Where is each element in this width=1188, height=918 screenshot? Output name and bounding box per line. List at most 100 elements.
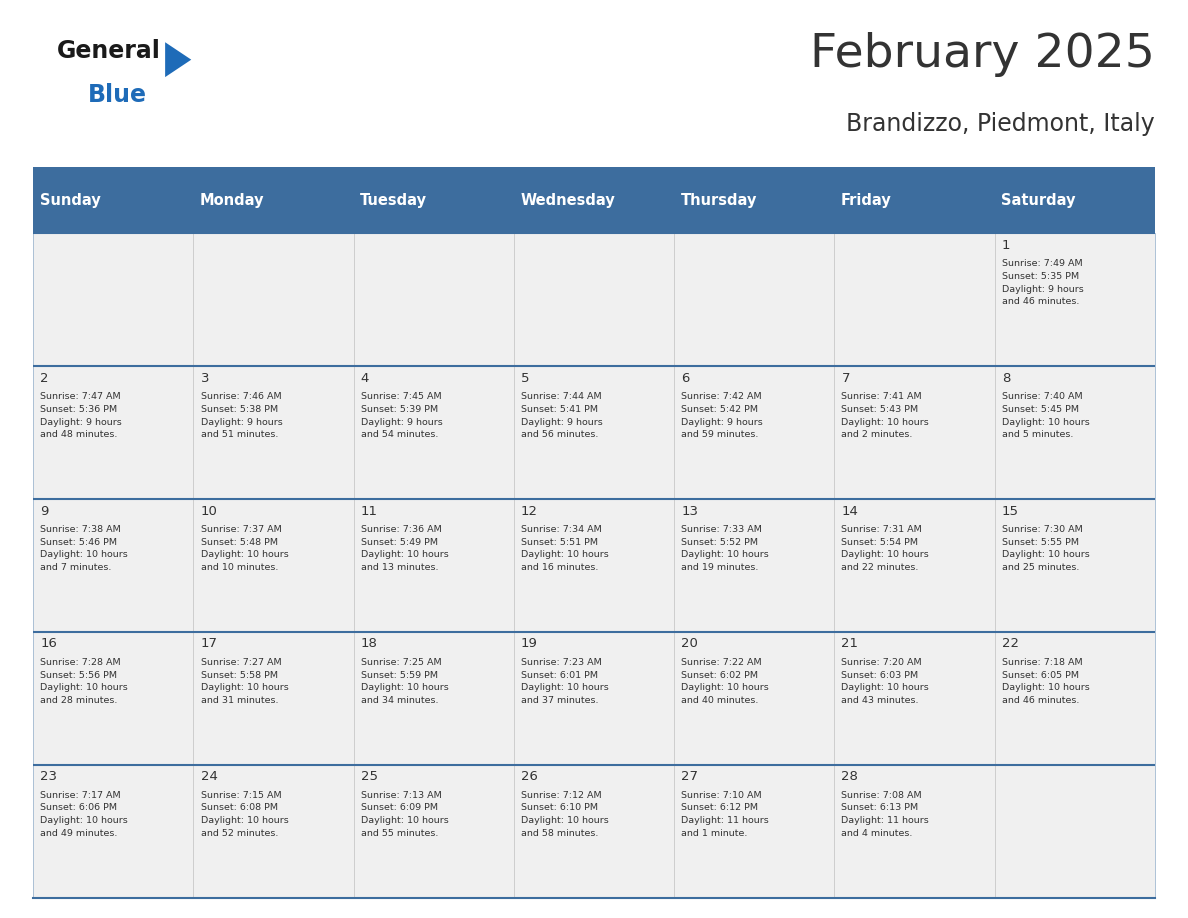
Text: 12: 12 (522, 505, 538, 518)
Bar (674, 233, 834, 366)
Text: 24: 24 (201, 770, 217, 783)
Text: General: General (57, 39, 160, 62)
Text: Sunrise: 7:37 AM
Sunset: 5:48 PM
Daylight: 10 hours
and 10 minutes.: Sunrise: 7:37 AM Sunset: 5:48 PM Dayligh… (201, 525, 289, 572)
Bar (834, 499, 994, 632)
Text: 13: 13 (681, 505, 699, 518)
Text: 4: 4 (361, 372, 369, 385)
Bar (834, 233, 994, 366)
Text: Sunrise: 7:15 AM
Sunset: 6:08 PM
Daylight: 10 hours
and 52 minutes.: Sunrise: 7:15 AM Sunset: 6:08 PM Dayligh… (201, 790, 289, 838)
Text: Blue: Blue (88, 83, 147, 106)
Text: 16: 16 (40, 637, 57, 651)
Text: 9: 9 (40, 505, 49, 518)
Bar (354, 632, 514, 765)
Text: Sunrise: 7:41 AM
Sunset: 5:43 PM
Daylight: 10 hours
and 2 minutes.: Sunrise: 7:41 AM Sunset: 5:43 PM Dayligh… (841, 392, 929, 440)
Bar (354, 366, 514, 499)
Bar (33, 167, 1155, 233)
Text: Sunrise: 7:34 AM
Sunset: 5:51 PM
Daylight: 10 hours
and 16 minutes.: Sunrise: 7:34 AM Sunset: 5:51 PM Dayligh… (522, 525, 608, 572)
Text: 27: 27 (681, 770, 699, 783)
Text: 3: 3 (201, 372, 209, 385)
Text: Sunrise: 7:12 AM
Sunset: 6:10 PM
Daylight: 10 hours
and 58 minutes.: Sunrise: 7:12 AM Sunset: 6:10 PM Dayligh… (522, 790, 608, 838)
Bar (834, 632, 994, 765)
Text: Sunrise: 7:36 AM
Sunset: 5:49 PM
Daylight: 10 hours
and 13 minutes.: Sunrise: 7:36 AM Sunset: 5:49 PM Dayligh… (361, 525, 449, 572)
Text: Monday: Monday (200, 193, 265, 207)
Text: 6: 6 (681, 372, 689, 385)
Bar (194, 499, 354, 632)
Bar (514, 366, 674, 499)
Bar (674, 499, 834, 632)
Bar (194, 366, 354, 499)
Text: 17: 17 (201, 637, 217, 651)
Text: Sunrise: 7:46 AM
Sunset: 5:38 PM
Daylight: 9 hours
and 51 minutes.: Sunrise: 7:46 AM Sunset: 5:38 PM Dayligh… (201, 392, 283, 440)
Text: 15: 15 (1001, 505, 1018, 518)
Text: Wednesday: Wednesday (520, 193, 615, 207)
Text: Sunrise: 7:20 AM
Sunset: 6:03 PM
Daylight: 10 hours
and 43 minutes.: Sunrise: 7:20 AM Sunset: 6:03 PM Dayligh… (841, 657, 929, 705)
Text: Sunrise: 7:40 AM
Sunset: 5:45 PM
Daylight: 10 hours
and 5 minutes.: Sunrise: 7:40 AM Sunset: 5:45 PM Dayligh… (1001, 392, 1089, 440)
Text: Sunrise: 7:33 AM
Sunset: 5:52 PM
Daylight: 10 hours
and 19 minutes.: Sunrise: 7:33 AM Sunset: 5:52 PM Dayligh… (681, 525, 769, 572)
Text: Sunrise: 7:44 AM
Sunset: 5:41 PM
Daylight: 9 hours
and 56 minutes.: Sunrise: 7:44 AM Sunset: 5:41 PM Dayligh… (522, 392, 602, 440)
Bar (514, 765, 674, 898)
Text: 23: 23 (40, 770, 57, 783)
Text: Sunrise: 7:22 AM
Sunset: 6:02 PM
Daylight: 10 hours
and 40 minutes.: Sunrise: 7:22 AM Sunset: 6:02 PM Dayligh… (681, 657, 769, 705)
Bar (994, 233, 1155, 366)
Bar (674, 366, 834, 499)
Text: Sunrise: 7:47 AM
Sunset: 5:36 PM
Daylight: 9 hours
and 48 minutes.: Sunrise: 7:47 AM Sunset: 5:36 PM Dayligh… (40, 392, 122, 440)
Text: 18: 18 (361, 637, 378, 651)
Bar (354, 499, 514, 632)
Bar (514, 233, 674, 366)
Text: Sunrise: 7:28 AM
Sunset: 5:56 PM
Daylight: 10 hours
and 28 minutes.: Sunrise: 7:28 AM Sunset: 5:56 PM Dayligh… (40, 657, 128, 705)
Polygon shape (165, 42, 191, 77)
Bar (674, 632, 834, 765)
Bar (194, 765, 354, 898)
Text: 26: 26 (522, 770, 538, 783)
Text: 11: 11 (361, 505, 378, 518)
Text: Brandizzo, Piedmont, Italy: Brandizzo, Piedmont, Italy (846, 112, 1155, 136)
Text: 19: 19 (522, 637, 538, 651)
Bar (834, 765, 994, 898)
Text: Sunrise: 7:38 AM
Sunset: 5:46 PM
Daylight: 10 hours
and 7 minutes.: Sunrise: 7:38 AM Sunset: 5:46 PM Dayligh… (40, 525, 128, 572)
Text: Friday: Friday (841, 193, 891, 207)
Text: 2: 2 (40, 372, 49, 385)
Text: Sunrise: 7:30 AM
Sunset: 5:55 PM
Daylight: 10 hours
and 25 minutes.: Sunrise: 7:30 AM Sunset: 5:55 PM Dayligh… (1001, 525, 1089, 572)
Bar (33, 765, 194, 898)
Bar (994, 499, 1155, 632)
Text: Sunrise: 7:27 AM
Sunset: 5:58 PM
Daylight: 10 hours
and 31 minutes.: Sunrise: 7:27 AM Sunset: 5:58 PM Dayligh… (201, 657, 289, 705)
Text: 7: 7 (841, 372, 849, 385)
Text: 28: 28 (841, 770, 858, 783)
Bar (994, 366, 1155, 499)
Text: Sunday: Sunday (39, 193, 101, 207)
Text: 1: 1 (1001, 239, 1010, 252)
Text: Sunrise: 7:23 AM
Sunset: 6:01 PM
Daylight: 10 hours
and 37 minutes.: Sunrise: 7:23 AM Sunset: 6:01 PM Dayligh… (522, 657, 608, 705)
Text: 25: 25 (361, 770, 378, 783)
Bar (994, 632, 1155, 765)
Text: Sunrise: 7:17 AM
Sunset: 6:06 PM
Daylight: 10 hours
and 49 minutes.: Sunrise: 7:17 AM Sunset: 6:06 PM Dayligh… (40, 790, 128, 838)
Text: 20: 20 (681, 637, 699, 651)
Text: Sunrise: 7:25 AM
Sunset: 5:59 PM
Daylight: 10 hours
and 34 minutes.: Sunrise: 7:25 AM Sunset: 5:59 PM Dayligh… (361, 657, 449, 705)
Text: Sunrise: 7:18 AM
Sunset: 6:05 PM
Daylight: 10 hours
and 46 minutes.: Sunrise: 7:18 AM Sunset: 6:05 PM Dayligh… (1001, 657, 1089, 705)
Text: 5: 5 (522, 372, 530, 385)
Text: Sunrise: 7:42 AM
Sunset: 5:42 PM
Daylight: 9 hours
and 59 minutes.: Sunrise: 7:42 AM Sunset: 5:42 PM Dayligh… (681, 392, 763, 440)
Bar (354, 765, 514, 898)
Bar (994, 765, 1155, 898)
Bar (514, 632, 674, 765)
Text: Tuesday: Tuesday (360, 193, 428, 207)
Bar (33, 499, 194, 632)
Text: Saturday: Saturday (1001, 193, 1075, 207)
Bar (194, 233, 354, 366)
Text: Sunrise: 7:08 AM
Sunset: 6:13 PM
Daylight: 11 hours
and 4 minutes.: Sunrise: 7:08 AM Sunset: 6:13 PM Dayligh… (841, 790, 929, 838)
Text: 8: 8 (1001, 372, 1010, 385)
Text: February 2025: February 2025 (810, 32, 1155, 77)
Text: 21: 21 (841, 637, 859, 651)
Text: 10: 10 (201, 505, 217, 518)
Bar (194, 632, 354, 765)
Text: Sunrise: 7:10 AM
Sunset: 6:12 PM
Daylight: 11 hours
and 1 minute.: Sunrise: 7:10 AM Sunset: 6:12 PM Dayligh… (681, 790, 769, 838)
Bar (33, 233, 194, 366)
Text: 14: 14 (841, 505, 858, 518)
Bar (354, 233, 514, 366)
Bar (33, 366, 194, 499)
Text: Sunrise: 7:31 AM
Sunset: 5:54 PM
Daylight: 10 hours
and 22 minutes.: Sunrise: 7:31 AM Sunset: 5:54 PM Dayligh… (841, 525, 929, 572)
Bar (834, 366, 994, 499)
Bar (514, 499, 674, 632)
Bar (33, 632, 194, 765)
Text: Sunrise: 7:45 AM
Sunset: 5:39 PM
Daylight: 9 hours
and 54 minutes.: Sunrise: 7:45 AM Sunset: 5:39 PM Dayligh… (361, 392, 443, 440)
Bar (674, 765, 834, 898)
